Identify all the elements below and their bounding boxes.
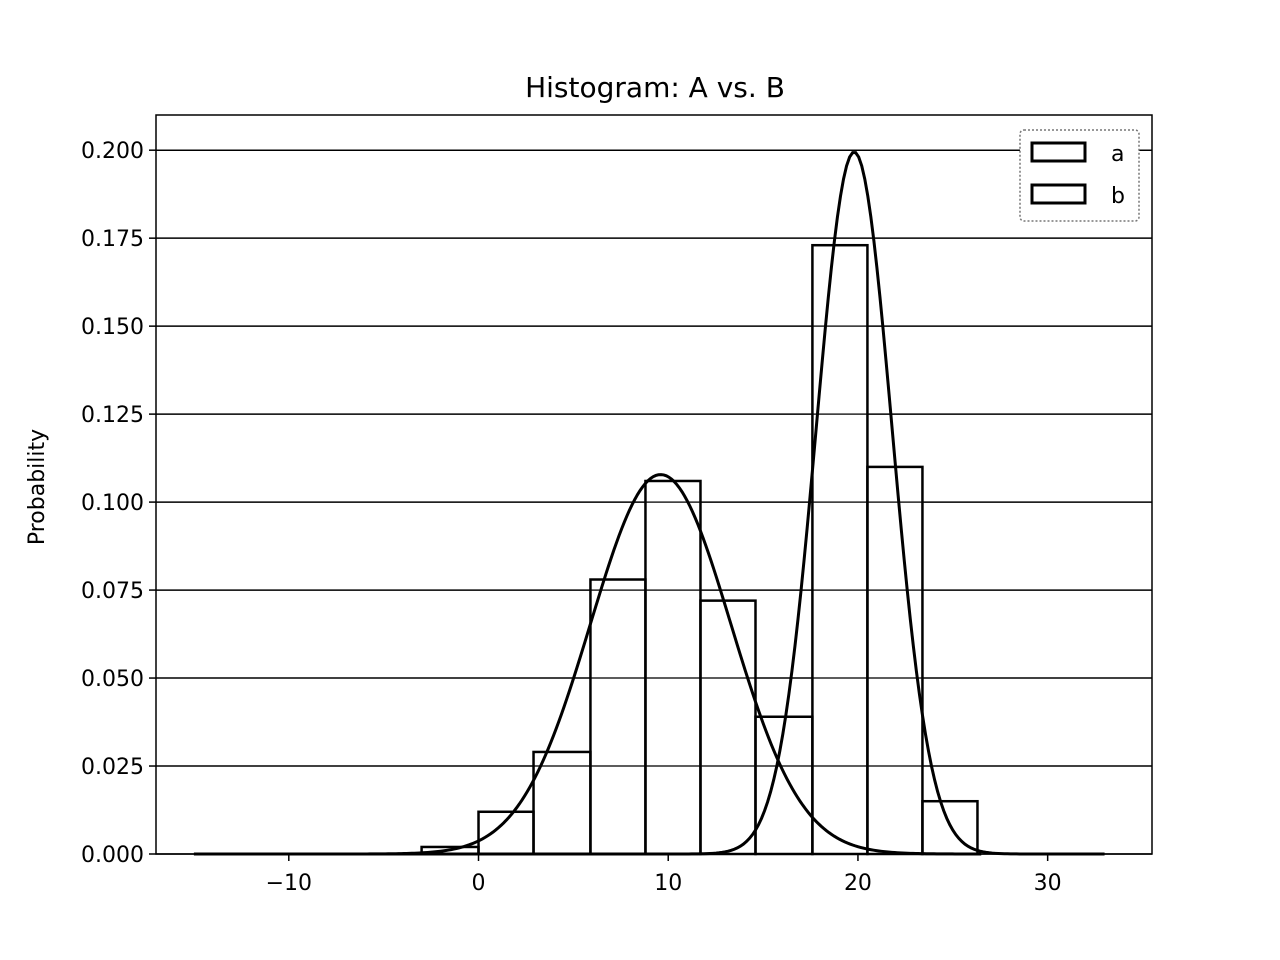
legend-label-a: a — [1111, 142, 1124, 167]
legend-swatch-a — [1030, 141, 1087, 163]
histogram-bar-b — [754, 715, 814, 856]
x-tick-label: 20 — [844, 871, 872, 896]
y-tick-label: 0.000 — [81, 843, 144, 868]
y-tick-label: 0.075 — [81, 579, 144, 604]
histogram-bar-a — [644, 479, 702, 856]
histogram-bar-b — [811, 243, 869, 856]
histogram-bars — [420, 243, 979, 856]
x-tick-label: −10 — [266, 871, 312, 896]
legend-swatch-b — [1030, 183, 1087, 205]
y-tick-label: 0.125 — [81, 403, 144, 428]
y-tick-label: 0.100 — [81, 491, 144, 516]
histogram-bar-a — [589, 578, 647, 856]
histogram-bar-b — [866, 465, 924, 856]
histogram-bar-a — [699, 599, 757, 856]
histogram-bar-a — [532, 750, 592, 856]
y-axis-label: Probability — [25, 429, 50, 545]
x-tick-label: 30 — [1034, 871, 1062, 896]
y-tick-label: 0.050 — [81, 667, 144, 692]
y-tick-label: 0.175 — [81, 227, 144, 252]
legend: a b — [1019, 129, 1140, 222]
chart-title: Histogram: A vs. B — [525, 71, 785, 104]
plot-area-frame — [155, 114, 1153, 855]
x-axis-ticks: −10 0 10 20 30 — [266, 854, 1062, 896]
histogram-bar-a — [477, 810, 535, 856]
y-tick-label: 0.150 — [81, 315, 144, 340]
legend-label-b: b — [1111, 184, 1125, 209]
x-tick-label: 0 — [472, 871, 486, 896]
y-tick-label: 0.025 — [81, 755, 144, 780]
x-tick-label: 10 — [654, 871, 682, 896]
y-axis-ticks: 0.000 0.025 0.050 0.075 0.100 0.125 0.150 0.175… — [81, 139, 156, 868]
y-tick-label: 0.200 — [81, 139, 144, 164]
